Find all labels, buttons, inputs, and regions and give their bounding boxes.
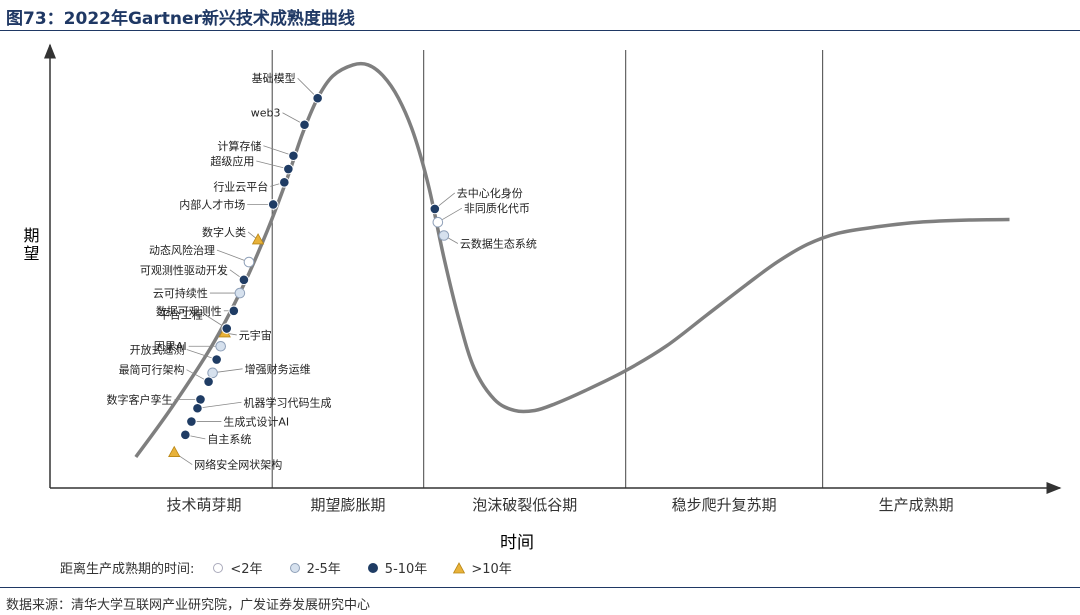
legend-marker-gt10 [453, 561, 466, 573]
phase-dividers [271, 50, 824, 488]
tech-marker-23 [432, 216, 444, 228]
tech-label-21: 网络安全网状架构 [194, 458, 282, 472]
tech-label-17: 数字客户孪生 [106, 392, 172, 406]
tech-marker-24 [438, 230, 450, 241]
tech-marker-1 [299, 119, 310, 131]
leader-18 [197, 401, 242, 409]
tech-marker-0 [312, 92, 323, 104]
tech-marker-6 [251, 233, 265, 245]
legend-label-lt2: <2年 [230, 562, 263, 577]
legend-item-gt10: >10年 [453, 558, 512, 577]
phase-label-3: 稳步爬升复苏期 [672, 496, 777, 514]
tech-label-18: 机器学习代码生成 [243, 395, 331, 409]
tech-label-14: 开放式遥测 [130, 343, 185, 357]
tech-marker-2 [288, 150, 299, 162]
phase-label-2: 泡沫破裂低谷期 [472, 496, 577, 514]
tech-marker-8 [238, 274, 250, 286]
tech-marker-10 [228, 305, 240, 317]
legend-marker-5to10 [367, 562, 378, 573]
tech-label-23: 非同质化代币 [464, 201, 530, 215]
tech-label-20: 自主系统 [207, 433, 251, 446]
phase-label-0: 技术萌芽期 [167, 496, 242, 514]
tech-marker-7 [243, 256, 255, 268]
tech-label-2: 计算存储 [217, 139, 261, 153]
tech-label-0: 基础模型 [252, 71, 296, 85]
phase-labels: 技术萌芽期 期望膨胀期 泡沫破裂低谷期 稳步爬升复苏期 生产成熟期 [167, 496, 954, 514]
source-note: 数据来源：清华大学互联网产业研究院，广发证券发展研究中心 [6, 598, 371, 613]
figure-title: 图73：2022年Gartner新兴技术成熟度曲线 [6, 9, 355, 29]
tech-marker-18 [192, 402, 203, 414]
tech-marker-13 [215, 340, 226, 352]
leader-3 [256, 160, 289, 170]
hype-cycle-chart: 期望 时间 技术萌芽期 期望膨胀期 泡沫破裂低谷期 稳步爬升复苏期 生产成熟期 基础模型… [21, 43, 1062, 553]
tech-marker-19 [186, 416, 197, 427]
legend: 距离生产成熟期的时间: <2年 2-5年 5-10年 >10年 [60, 558, 538, 577]
tech-label-9: 云可持续性 [153, 286, 208, 300]
tech-label-16: 最简可行架构 [119, 363, 185, 377]
tech-marker-4 [279, 177, 290, 188]
tech-marker-20 [180, 429, 191, 441]
tech-marker-5 [267, 199, 279, 210]
tech-marker-9 [234, 287, 246, 299]
tech-label-1: web3 [251, 107, 281, 120]
phase-label-1: 期望膨胀期 [310, 496, 385, 514]
tech-label-5: 内部人才市场 [179, 197, 245, 211]
tech-marker-16 [203, 376, 214, 387]
tech-label-4: 行业云平台 [213, 179, 268, 193]
tech-label-22: 去中心化身份 [457, 186, 523, 200]
tech-marker-22 [429, 203, 441, 215]
y-axis-label: 期望 [21, 227, 40, 263]
tech-marker-17 [195, 394, 206, 405]
hype-curve [134, 61, 1010, 459]
legend-label-5to10: 5-10年 [384, 562, 428, 577]
tech-label-7: 动态风险治理 [149, 243, 215, 257]
technology-markers [168, 92, 450, 457]
legend-label-2to5: 2-5年 [306, 562, 341, 577]
legend-item-lt2: <2年 [212, 558, 263, 577]
legend-title: 距离生产成熟期的时间: [60, 562, 195, 577]
tech-marker-21 [168, 445, 181, 457]
tech-label-19: 生成式设计AI [223, 415, 289, 429]
tech-label-12: 平台工程 [159, 308, 203, 322]
legend-item-2to5: 2-5年 [289, 558, 341, 577]
legend-label-gt10: >10年 [471, 562, 512, 577]
tech-label-15: 增强财务运维 [245, 362, 311, 376]
legend-marker-lt2 [213, 562, 224, 573]
tech-marker-12 [221, 323, 233, 334]
tech-marker-15 [207, 367, 218, 379]
tech-label-3: 超级应用 [210, 154, 254, 168]
x-axis-label: 时间 [500, 533, 534, 553]
tech-label-24: 云数据生态系统 [460, 236, 537, 250]
phase-label-4: 生产成熟期 [879, 496, 954, 514]
legend-item-5to10: 5-10年 [367, 558, 428, 577]
legend-marker-2to5 [289, 562, 300, 573]
tech-label-13: 因果AI [154, 340, 187, 353]
tech-marker-3 [283, 163, 294, 175]
tech-marker-14 [211, 354, 222, 365]
bottom-divider [0, 587, 1080, 588]
tech-label-6: 数字人类 [202, 225, 246, 239]
leader-7 [216, 249, 250, 263]
tech-label-11: 元宇宙 [239, 328, 272, 342]
title-divider [0, 30, 1080, 31]
technology-labels: 基础模型 web3 计算存储超级应用行业云平台内部人才市场数字人类动态风险治理可观测… [106, 71, 536, 471]
tech-label-10: 数据可观测性 [156, 304, 222, 318]
tech-label-8: 可观测性驱动开发 [140, 263, 228, 277]
